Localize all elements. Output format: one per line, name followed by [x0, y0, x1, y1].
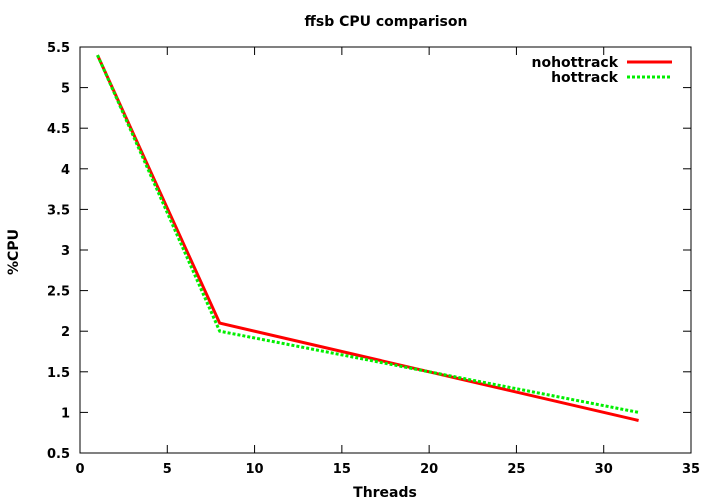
y-tick-label: 1.5: [47, 366, 70, 381]
legend-label-nohottrack: nohottrack: [531, 55, 618, 71]
x-tick-label: 25: [507, 462, 525, 477]
y-tick-label: 3.5: [47, 203, 70, 218]
x-tick-label: 30: [595, 462, 613, 477]
legend-label-hottrack: hottrack: [551, 70, 619, 86]
plot-area: 0 5 10 15 20 25 30 35 0.5 1 1.5 2 2.5 3 3.5 4 4.5 5 5.5: [47, 41, 700, 477]
x-tick-label: 35: [682, 462, 700, 477]
x-tick-label: 5: [163, 462, 172, 477]
y-tick-label: 5.5: [47, 41, 70, 56]
x-tick-label: 20: [420, 462, 438, 477]
y-tick-label: 0.5: [47, 447, 70, 462]
x-tick-label: 10: [246, 462, 264, 477]
y-tick-label: 2: [61, 325, 70, 340]
x-tick-label: 0: [75, 462, 84, 477]
series-line-hottrack: [96, 54, 639, 414]
y-tick-label: 4: [61, 163, 70, 178]
y-axis-label: %CPU: [6, 229, 22, 275]
chart-title: ffsb CPU comparison: [305, 14, 468, 30]
y-tick-label: 4.5: [47, 122, 70, 137]
y-tick-label: 1: [61, 406, 70, 421]
plot-frame: [79, 46, 692, 454]
y-tick-label: 5: [61, 82, 70, 97]
x-tick-label: 15: [333, 462, 351, 477]
y-tick-label: 3: [61, 244, 70, 259]
series-line-nohottrack: [96, 54, 639, 422]
y-tick-label: 2.5: [47, 285, 70, 300]
x-axis-label: Threads: [353, 485, 417, 501]
